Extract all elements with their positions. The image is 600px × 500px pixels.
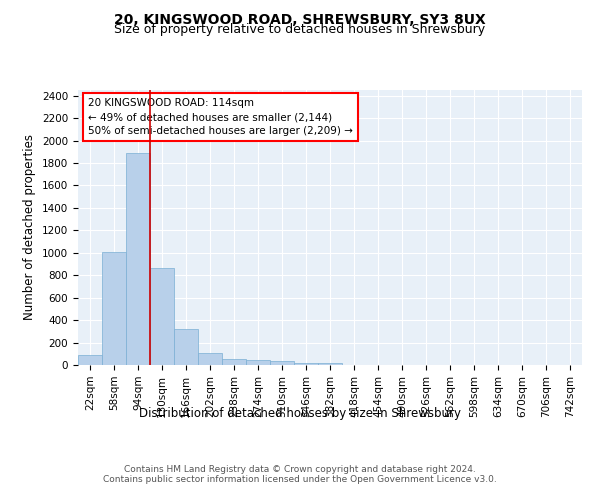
Bar [126,153,150,365]
Text: Size of property relative to detached houses in Shrewsbury: Size of property relative to detached ho… [115,22,485,36]
Bar [78,355,102,365]
Bar [294,362,318,365]
Bar [246,360,270,365]
Bar [102,252,126,365]
Bar [270,361,294,365]
Y-axis label: Number of detached properties: Number of detached properties [23,134,37,320]
Text: 20, KINGSWOOD ROAD, SHREWSBURY, SY3 8UX: 20, KINGSWOOD ROAD, SHREWSBURY, SY3 8UX [114,12,486,26]
Bar [318,362,342,365]
Bar [150,268,174,365]
Text: Distribution of detached houses by size in Shrewsbury: Distribution of detached houses by size … [139,408,461,420]
Text: 20 KINGSWOOD ROAD: 114sqm
← 49% of detached houses are smaller (2,144)
50% of se: 20 KINGSWOOD ROAD: 114sqm ← 49% of detac… [88,98,353,136]
Bar [222,360,246,365]
Bar [174,329,198,365]
Bar [198,352,222,365]
Text: Contains HM Land Registry data © Crown copyright and database right 2024.
Contai: Contains HM Land Registry data © Crown c… [103,465,497,484]
